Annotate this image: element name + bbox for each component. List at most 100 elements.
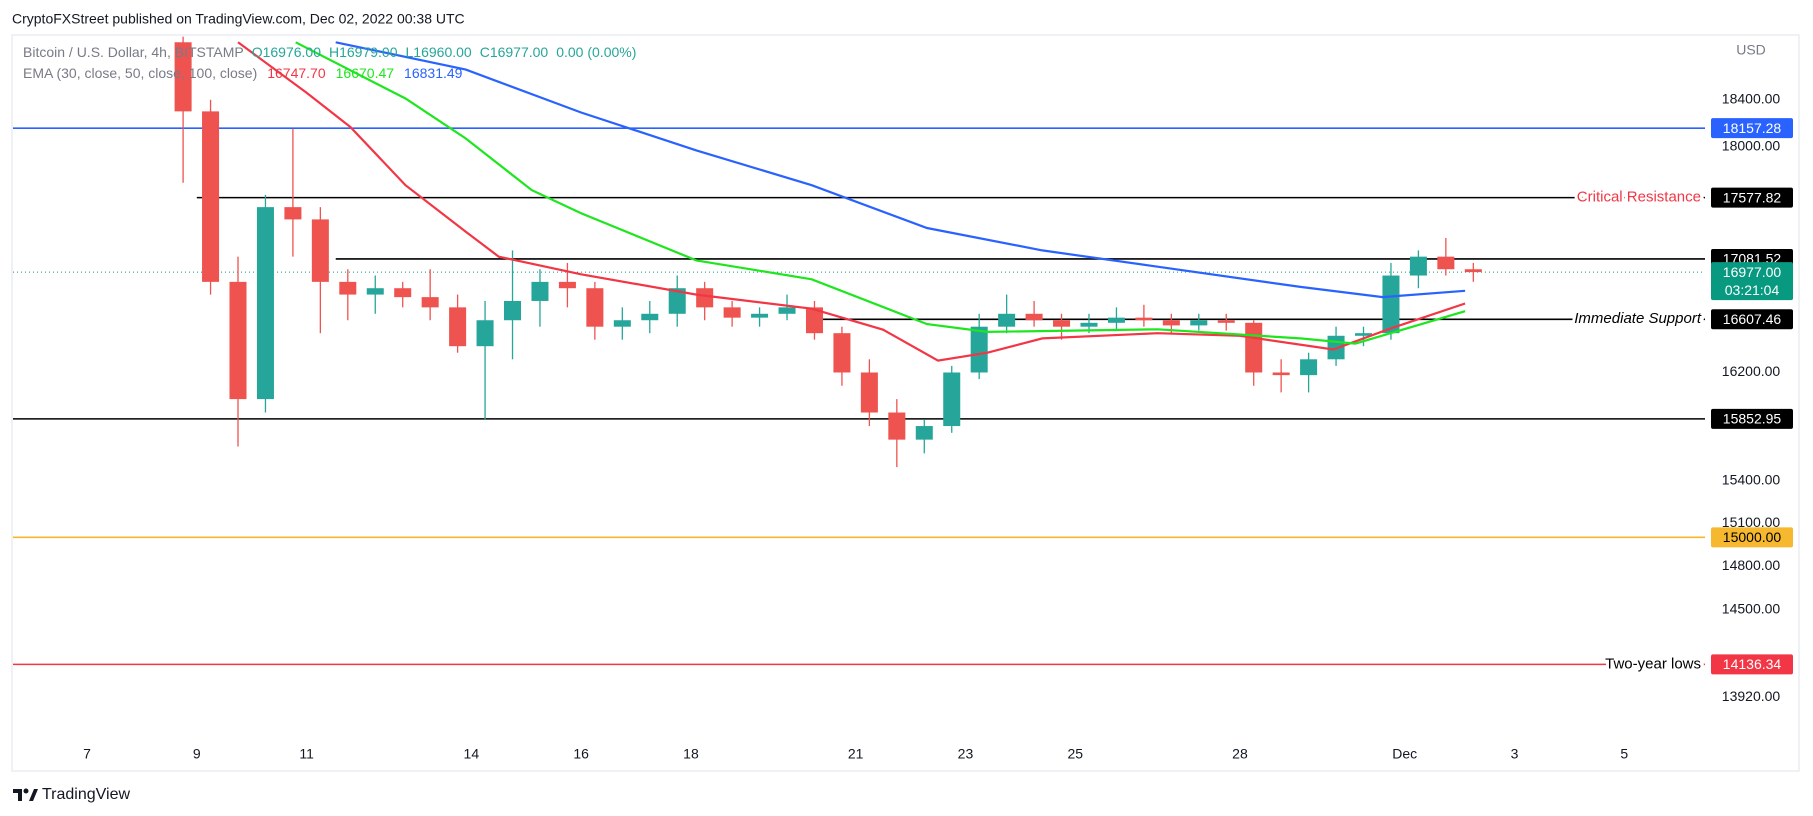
legend-ema: EMA (30, close, 50, close, 100, close) 16…: [23, 65, 463, 81]
candle-body: [1409, 256, 1427, 276]
candle-body: [751, 313, 769, 318]
level-label: 15852.95: [1723, 411, 1782, 427]
candle-body: [1437, 256, 1455, 270]
x-tick-label: 25: [1067, 746, 1083, 762]
legend-ema-value: 16670.47: [336, 65, 395, 81]
candle-body: [476, 320, 494, 347]
candle-body: [229, 281, 247, 400]
candle-body: [586, 288, 604, 327]
ema-line: [335, 41, 1466, 299]
x-tick-label: 16: [573, 746, 589, 762]
x-tick-label: 7: [83, 746, 91, 762]
y-tick-label: 15100.00: [1722, 514, 1781, 530]
level-note: Critical Resistance: [1577, 189, 1701, 206]
level-label: 15000.00: [1723, 529, 1782, 545]
candle-body: [202, 111, 220, 282]
y-tick-label: 13920.00: [1722, 688, 1781, 704]
x-tick-label: 14: [464, 746, 480, 762]
level-label: 16607.46: [1723, 311, 1782, 327]
level-note: Immediate Support: [1574, 310, 1702, 327]
legend-ema-label: EMA (30, close, 50, close, 100, close): [23, 65, 257, 81]
level-label-box: [1711, 118, 1793, 139]
legend-ema-value: 16747.70: [267, 65, 326, 81]
candle-body: [449, 307, 467, 347]
logo: [13, 788, 38, 801]
legend-symbol: Bitcoin / U.S. Dollar, 4h, BITSTAMP O1697…: [23, 44, 636, 60]
candle-body: [1080, 322, 1098, 327]
candle-body: [421, 297, 439, 308]
x-tick-label: Dec: [1392, 746, 1417, 762]
overlay: 18400.00 18000.00 16200.00 15400.00 15100.00…: [83, 90, 1793, 762]
candle-body: [1464, 269, 1482, 273]
y-tick-label: 16200.00: [1722, 363, 1781, 379]
level-label-box: [1711, 408, 1793, 429]
candle-body: [1300, 359, 1318, 376]
legend-ohlc: C16977.00: [480, 44, 549, 60]
level-label: 14136.34: [1723, 656, 1782, 672]
y-tick-label: 15400.00: [1722, 472, 1781, 488]
current-price-box: [1711, 262, 1793, 301]
legend-ohlc: O16976.00: [252, 44, 321, 60]
candle-body: [339, 281, 357, 295]
y-tick-label: 14800.00: [1722, 557, 1781, 573]
candle-body: [805, 307, 823, 334]
candle-body: [833, 333, 851, 373]
y-tick-label: 14500.00: [1722, 601, 1781, 617]
candle-body: [723, 307, 741, 318]
x-tick-label: 18: [683, 746, 699, 762]
y-unit: USD: [1736, 42, 1766, 58]
level-label: 17577.82: [1723, 189, 1782, 205]
current-price-label: 16977.00: [1723, 264, 1782, 280]
candle-body: [1025, 313, 1043, 321]
ema-line: [237, 41, 1466, 362]
level-label-box: [1711, 187, 1793, 208]
candle-body: [284, 207, 302, 220]
x-tick-label: 3: [1511, 746, 1519, 762]
candle-body: [1162, 320, 1180, 326]
candle-body: [558, 281, 576, 289]
y-tick-label: 18400.00: [1722, 90, 1781, 106]
chart-frame: [11, 34, 1800, 772]
ema-line: [295, 41, 1466, 345]
candle-body: [504, 300, 522, 321]
x-tick-label: 23: [958, 746, 974, 762]
candle-body: [1354, 333, 1373, 336]
candle-body: [888, 412, 906, 440]
x-tick-label: 21: [848, 746, 864, 762]
candle-body: [860, 372, 878, 413]
candle-body: [174, 42, 192, 112]
y-tick-label: 18000.00: [1722, 137, 1781, 153]
x-tick-label: 9: [193, 746, 201, 762]
level-label-box: [1711, 527, 1793, 548]
logo-mark: [29, 789, 38, 801]
plot-area: [13, 36, 1705, 666]
legend-ohlc: L16960.00: [406, 44, 472, 60]
candle-body: [394, 288, 412, 298]
legend-symbol-text: Bitcoin / U.S. Dollar, 4h, BITSTAMP: [23, 44, 244, 60]
level-label: 18157.28: [1723, 120, 1782, 136]
x-tick-label: 11: [299, 746, 314, 762]
candle-body: [641, 313, 659, 321]
candle-body: [668, 288, 686, 314]
legend-ohlc: 0.00 (0.00%): [556, 44, 636, 60]
candle-body: [998, 313, 1016, 327]
candle-body: [1135, 317, 1153, 321]
header: CryptoFXStreet published on TradingView.…: [12, 11, 465, 27]
level-label-box: [1711, 654, 1793, 675]
legend-ohlc: H16979.00: [329, 44, 398, 60]
candle-body: [1190, 320, 1208, 326]
x-tick-label: 28: [1232, 746, 1248, 762]
candle-body: [1245, 322, 1263, 373]
level-label-box: [1711, 309, 1793, 330]
candle-body: [778, 307, 796, 314]
candle-body: [943, 372, 961, 427]
candle-body: [1217, 320, 1235, 323]
candle-body: [531, 281, 549, 301]
logo-dot: [23, 788, 29, 794]
candle-body: [915, 426, 933, 440]
candle-body: [1053, 320, 1071, 327]
candle-body: [1107, 317, 1125, 323]
